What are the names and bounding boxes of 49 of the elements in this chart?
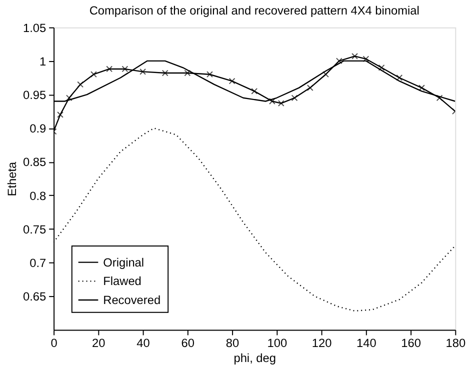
point — [90, 71, 97, 78]
x-axis-title: phi, deg — [234, 351, 276, 365]
point — [184, 70, 191, 76]
point — [378, 64, 385, 71]
legend-label: Recovered — [103, 292, 161, 307]
point — [291, 94, 298, 102]
x-tick-label: 40 — [136, 336, 150, 350]
y-axis-title: Etheta — [5, 161, 20, 196]
y-tick-label: 1.05 — [22, 20, 46, 35]
point — [251, 88, 258, 94]
point — [206, 71, 213, 78]
y-tick-label: 0.85 — [22, 155, 46, 170]
x-tick-label: 60 — [181, 336, 195, 350]
point — [436, 94, 443, 102]
point — [228, 78, 236, 84]
x-tick-label: 180 — [446, 336, 466, 350]
y-tick-label: 0.7 — [30, 256, 46, 270]
point — [418, 84, 425, 92]
x-tick-label: 140 — [356, 336, 377, 350]
y-tick-label: 0.9 — [30, 122, 46, 136]
point — [162, 70, 168, 76]
point — [122, 66, 128, 72]
point — [106, 66, 113, 72]
y-tick-label: 0.75 — [22, 222, 46, 236]
x-tick-label: 80 — [226, 336, 240, 350]
point — [352, 53, 358, 60]
point — [140, 68, 146, 75]
point — [57, 111, 64, 118]
chart-title: Comparison of the original and recovered pattern 4X4 binomial — [89, 3, 420, 18]
y-tick-label: 0.95 — [22, 88, 46, 102]
point — [362, 56, 370, 62]
legend-label: Original — [103, 255, 144, 270]
y-tick-label: 1 — [40, 54, 46, 68]
x-tick-label: 160 — [401, 336, 422, 350]
x-tick-label: 100 — [267, 336, 288, 350]
point — [396, 74, 403, 81]
point — [66, 94, 72, 102]
legend-label: Flawed — [103, 274, 142, 288]
point — [268, 98, 276, 104]
point — [306, 84, 314, 92]
y-tick-label: 0.8 — [30, 188, 46, 203]
y-tick-label: 0.65 — [22, 290, 46, 304]
x-tick-label: 0 — [50, 336, 58, 350]
x-tick-label: 120 — [312, 336, 332, 350]
point — [278, 100, 284, 106]
point — [322, 71, 329, 78]
x-tick-label: 20 — [92, 336, 106, 350]
point — [336, 58, 342, 64]
point — [77, 81, 84, 88]
